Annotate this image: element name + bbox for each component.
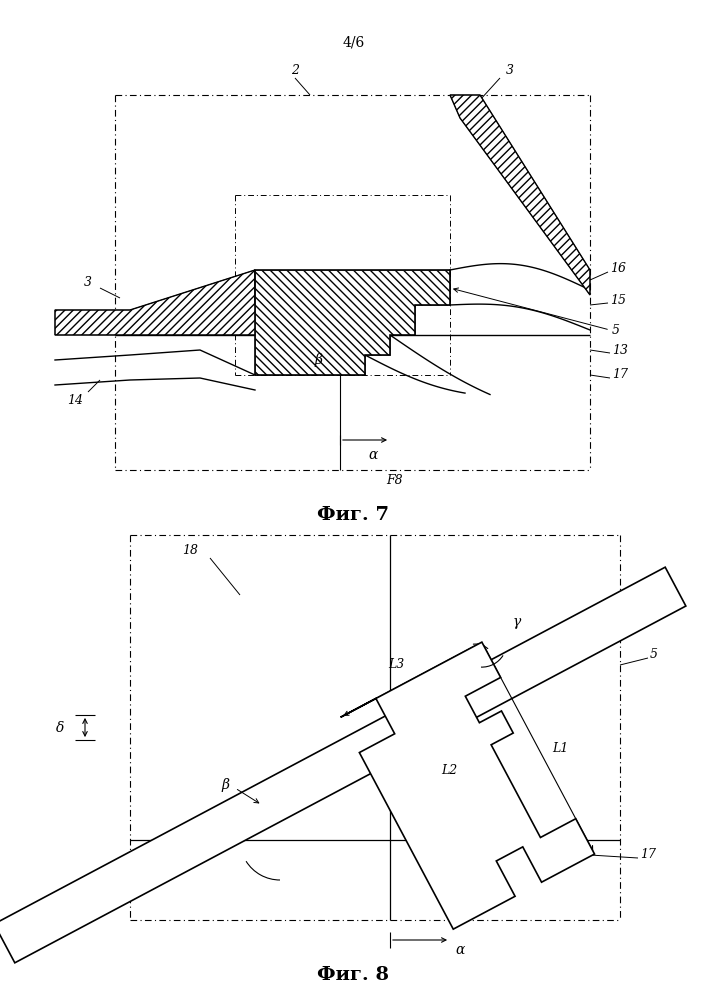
Text: 16: 16 <box>610 261 626 274</box>
Text: 17: 17 <box>640 848 656 861</box>
Text: 15: 15 <box>610 294 626 306</box>
Text: β: β <box>314 353 322 367</box>
Text: δ: δ <box>56 721 64 735</box>
Text: L2: L2 <box>441 764 457 777</box>
Text: L1: L1 <box>552 742 568 755</box>
Text: 18: 18 <box>182 544 198 556</box>
Text: 3: 3 <box>506 64 514 77</box>
Text: 14: 14 <box>67 393 83 406</box>
Text: γ: γ <box>513 615 521 629</box>
Text: 5: 5 <box>650 648 658 662</box>
Text: 4/6: 4/6 <box>342 35 365 49</box>
Text: L3: L3 <box>388 658 404 671</box>
Text: 5: 5 <box>612 324 620 336</box>
Text: F8: F8 <box>387 474 403 487</box>
Text: β: β <box>221 778 229 792</box>
Polygon shape <box>341 642 595 929</box>
Polygon shape <box>55 270 310 335</box>
Text: Фиг. 7: Фиг. 7 <box>317 506 389 524</box>
Polygon shape <box>255 270 450 375</box>
Text: Фиг. 8: Фиг. 8 <box>317 966 389 984</box>
Text: 2: 2 <box>291 64 299 77</box>
Text: α: α <box>455 943 464 957</box>
Text: α: α <box>368 448 378 462</box>
Text: 3: 3 <box>84 275 92 288</box>
Text: 13: 13 <box>612 344 628 357</box>
Polygon shape <box>450 95 590 295</box>
Text: 17: 17 <box>612 368 628 381</box>
Polygon shape <box>0 567 686 963</box>
